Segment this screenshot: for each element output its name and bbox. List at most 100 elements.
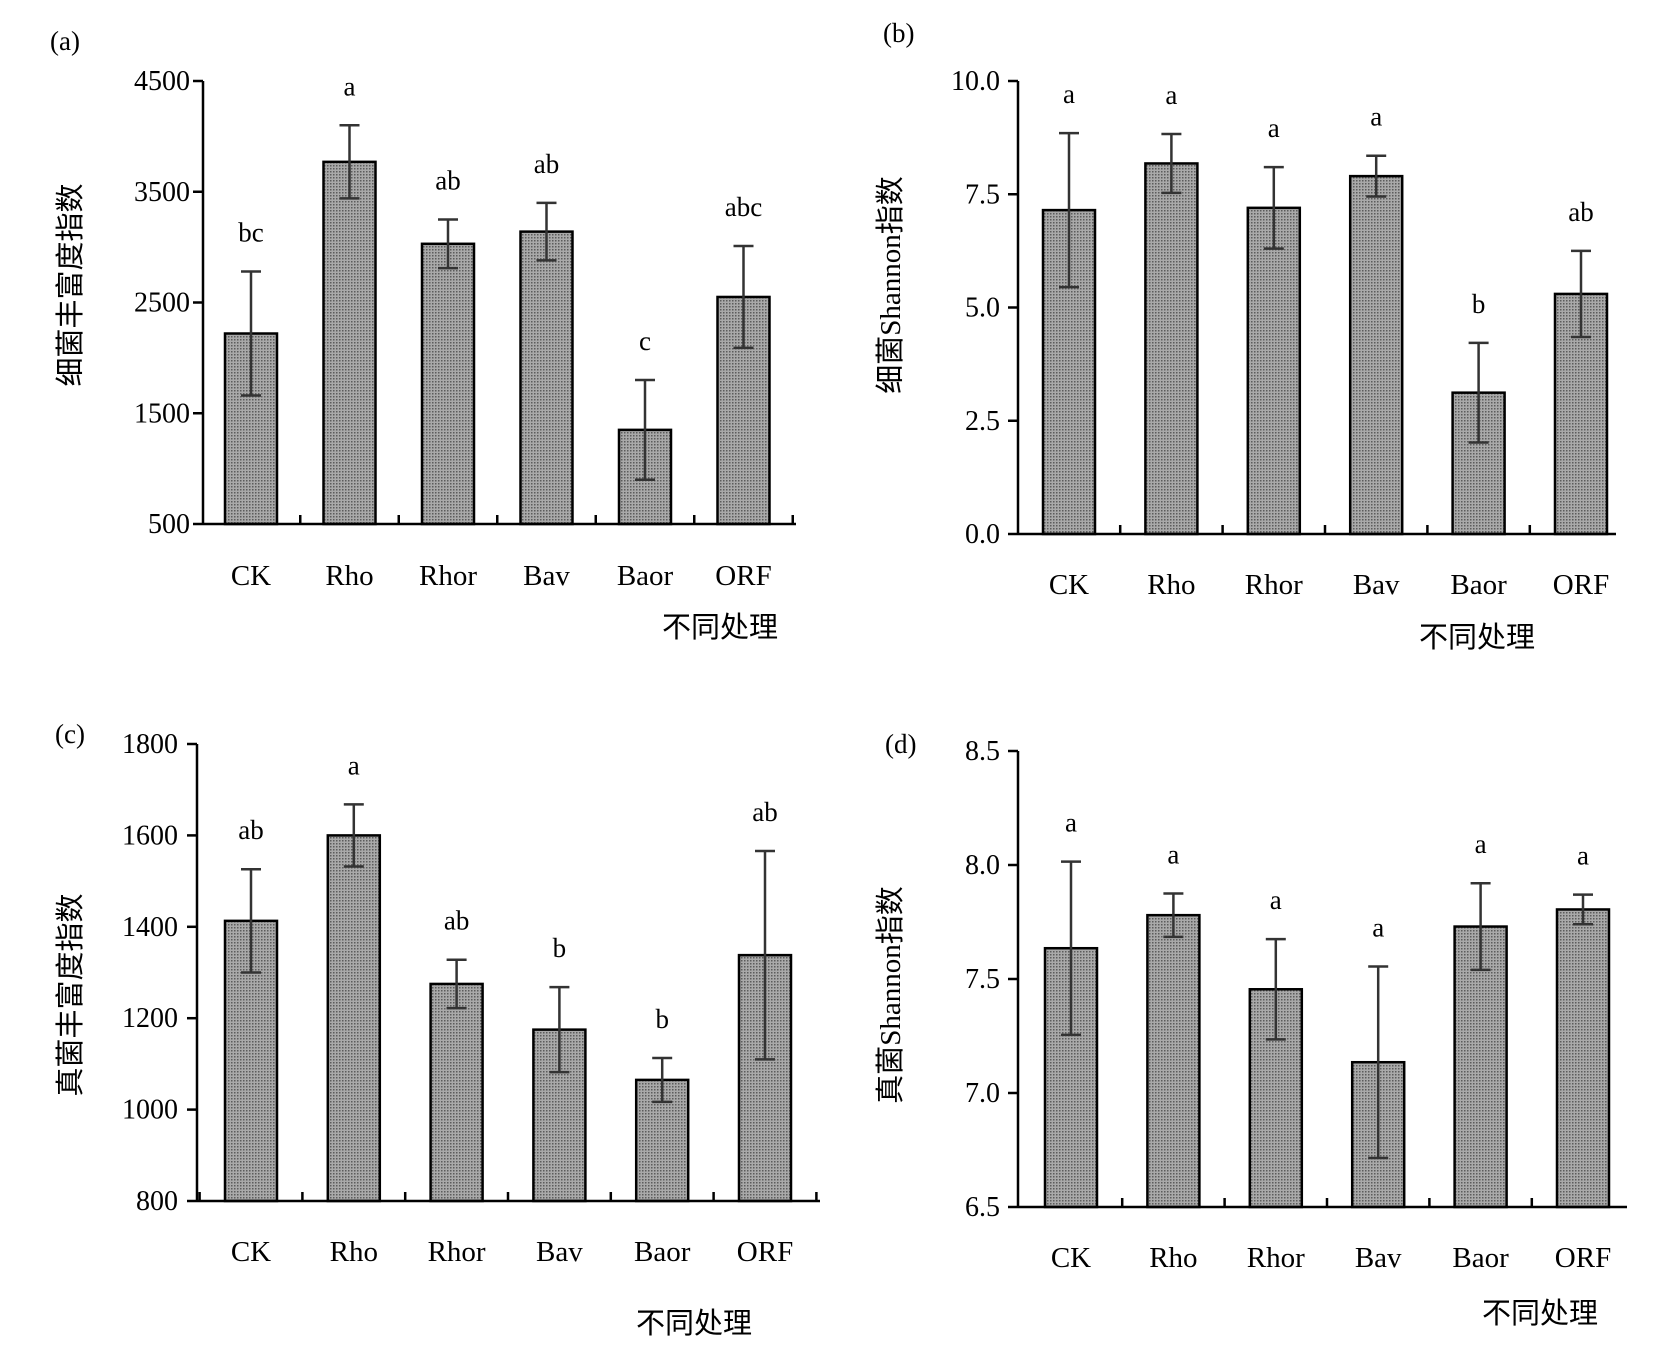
category-label: Baor [617,560,674,592]
y-tick-label: 4500 [134,66,190,97]
y-tick-label: 6.5 [965,1192,1000,1223]
y-tick-label: 2500 [134,288,190,319]
category-label: Rho [1147,569,1195,601]
panel-d-ylabel: 真菌Shannon指数 [874,886,907,1104]
significance-label: abc [725,192,762,222]
y-tick-label: 1200 [122,1003,178,1034]
panel-b-xlabel: 不同处理 [1419,621,1535,654]
bar-rhor [429,982,484,1203]
bar-bav [519,230,574,526]
significance-label: a [1370,102,1382,132]
significance-label: a [1268,113,1280,143]
y-tick-label: 3500 [134,177,190,208]
significance-label: bc [238,217,264,247]
category-label: CK [231,1236,271,1268]
significance-label: c [639,326,651,356]
category-label: Baor [1452,1242,1509,1274]
category-label: ORF [715,560,771,592]
significance-label: ab [534,149,559,179]
category-label: Rhor [428,1236,486,1268]
significance-label: a [344,71,356,101]
panel-c-xlabel: 不同处理 [636,1307,752,1340]
significance-label: ab [1568,197,1593,227]
significance-label: a [1065,808,1077,838]
category-label: ORF [1553,569,1609,601]
y-tick-label: 1000 [122,1095,178,1126]
significance-label: b [655,1004,669,1034]
significance-label: a [1270,885,1282,915]
category-label: Rhor [419,560,477,592]
panel-b: (b) 细菌Shannon指数 不同处理 a CK a Rho a Rhor a Bav b Ba… [874,18,1616,654]
category-label: Rhor [1245,569,1303,601]
significance-label: ab [238,815,263,845]
panel-c-ylabel: 真菌丰富度指数 [54,893,87,1096]
category-label: Rho [330,1236,378,1268]
y-tick-label: 5.0 [965,293,1000,324]
panel-d-plot: a CK a Rho a Rhor a Bav a Baor a ORF 6.5 7.0 7.5 8.0 8.5 [965,736,1627,1274]
panel-b-plot: a CK a Rho a Rhor a Bav b Baor ab ORF 0.0 2.5 5.0 7.5 10… [951,66,1616,601]
y-tick-label: 10.0 [951,66,1000,97]
bar-orf [1555,908,1611,1209]
category-label: CK [231,560,271,592]
panel-d-label: (d) [885,729,916,759]
y-tick-label: 1800 [122,729,178,760]
y-tick-label: 7.5 [965,179,1000,210]
y-tick-label: 2.5 [965,406,1000,437]
bar-rhor [420,242,476,526]
significance-label: ab [752,797,777,827]
significance-label: a [1372,912,1384,942]
significance-label: a [1167,840,1179,870]
y-tick-label: 800 [136,1186,178,1217]
panel-d: (d) 真菌Shannon指数 不同处理 a CK a Rho a Rhor a Bav a Ba… [874,729,1627,1330]
category-label: Rho [1149,1242,1197,1274]
significance-label: ab [444,906,469,936]
significance-label: a [1577,841,1589,871]
panel-a-label: (a) [50,26,80,56]
category-label: Baor [634,1236,691,1268]
significance-label: b [1472,289,1486,319]
y-tick-label: 0.0 [965,519,1000,550]
y-tick-label: 7.0 [965,1078,1000,1109]
category-label: CK [1051,1242,1091,1274]
bar-baor [1453,925,1508,1209]
category-label: Baor [1450,569,1507,601]
significance-label: a [1063,79,1075,109]
bar-rho [322,160,377,526]
y-tick-label: 1600 [122,820,178,851]
y-tick-label: 500 [148,509,190,540]
panel-a-plot: bc CK a Rho ab Rhor ab Bav c Baor abc ORF 500 1500 250… [134,66,796,592]
category-label: Bav [523,560,570,592]
y-tick-label: 8.0 [965,850,1000,881]
panel-a-xlabel: 不同处理 [662,611,778,644]
category-label: Rho [325,560,373,592]
category-label: Bav [1353,569,1400,601]
panel-a: (a) 细菌丰富度指数 不同处理 bc CK a Rho ab Rhor ab Bav c Bao… [50,26,796,644]
panel-d-xlabel: 不同处理 [1482,1297,1598,1330]
significance-label: b [553,933,567,963]
panel-a-ylabel: 细菌丰富度指数 [54,183,87,386]
bar-rhor [1246,206,1302,536]
panel-c: (c) 真菌丰富度指数 不同处理 ab CK a Rho ab Rhor b Bav b Baor… [54,719,820,1340]
significance-label: a [1475,829,1487,859]
category-label: Bav [1355,1242,1402,1274]
y-tick-label: 1400 [122,912,178,943]
panel-b-ylabel: 细菌Shannon指数 [874,176,907,394]
category-label: Rhor [1247,1242,1305,1274]
y-tick-label: 7.5 [965,964,1000,995]
bar-rho [1144,162,1199,536]
bar-rho [1146,913,1201,1209]
category-label: ORF [1555,1242,1611,1274]
y-tick-label: 1500 [134,398,190,429]
bar-rho [326,834,382,1203]
category-label: CK [1049,569,1089,601]
significance-label: a [1165,80,1177,110]
panel-c-plot: ab CK a Rho ab Rhor b Bav b Baor ab ORF 800 1000 1200 1… [122,729,820,1268]
category-label: ORF [737,1236,793,1268]
category-label: Bav [536,1236,583,1268]
panel-b-label: (b) [883,18,914,48]
significance-label: a [348,750,360,780]
y-tick-label: 8.5 [965,736,1000,767]
significance-label: ab [435,165,460,195]
panel-c-label: (c) [55,719,85,749]
